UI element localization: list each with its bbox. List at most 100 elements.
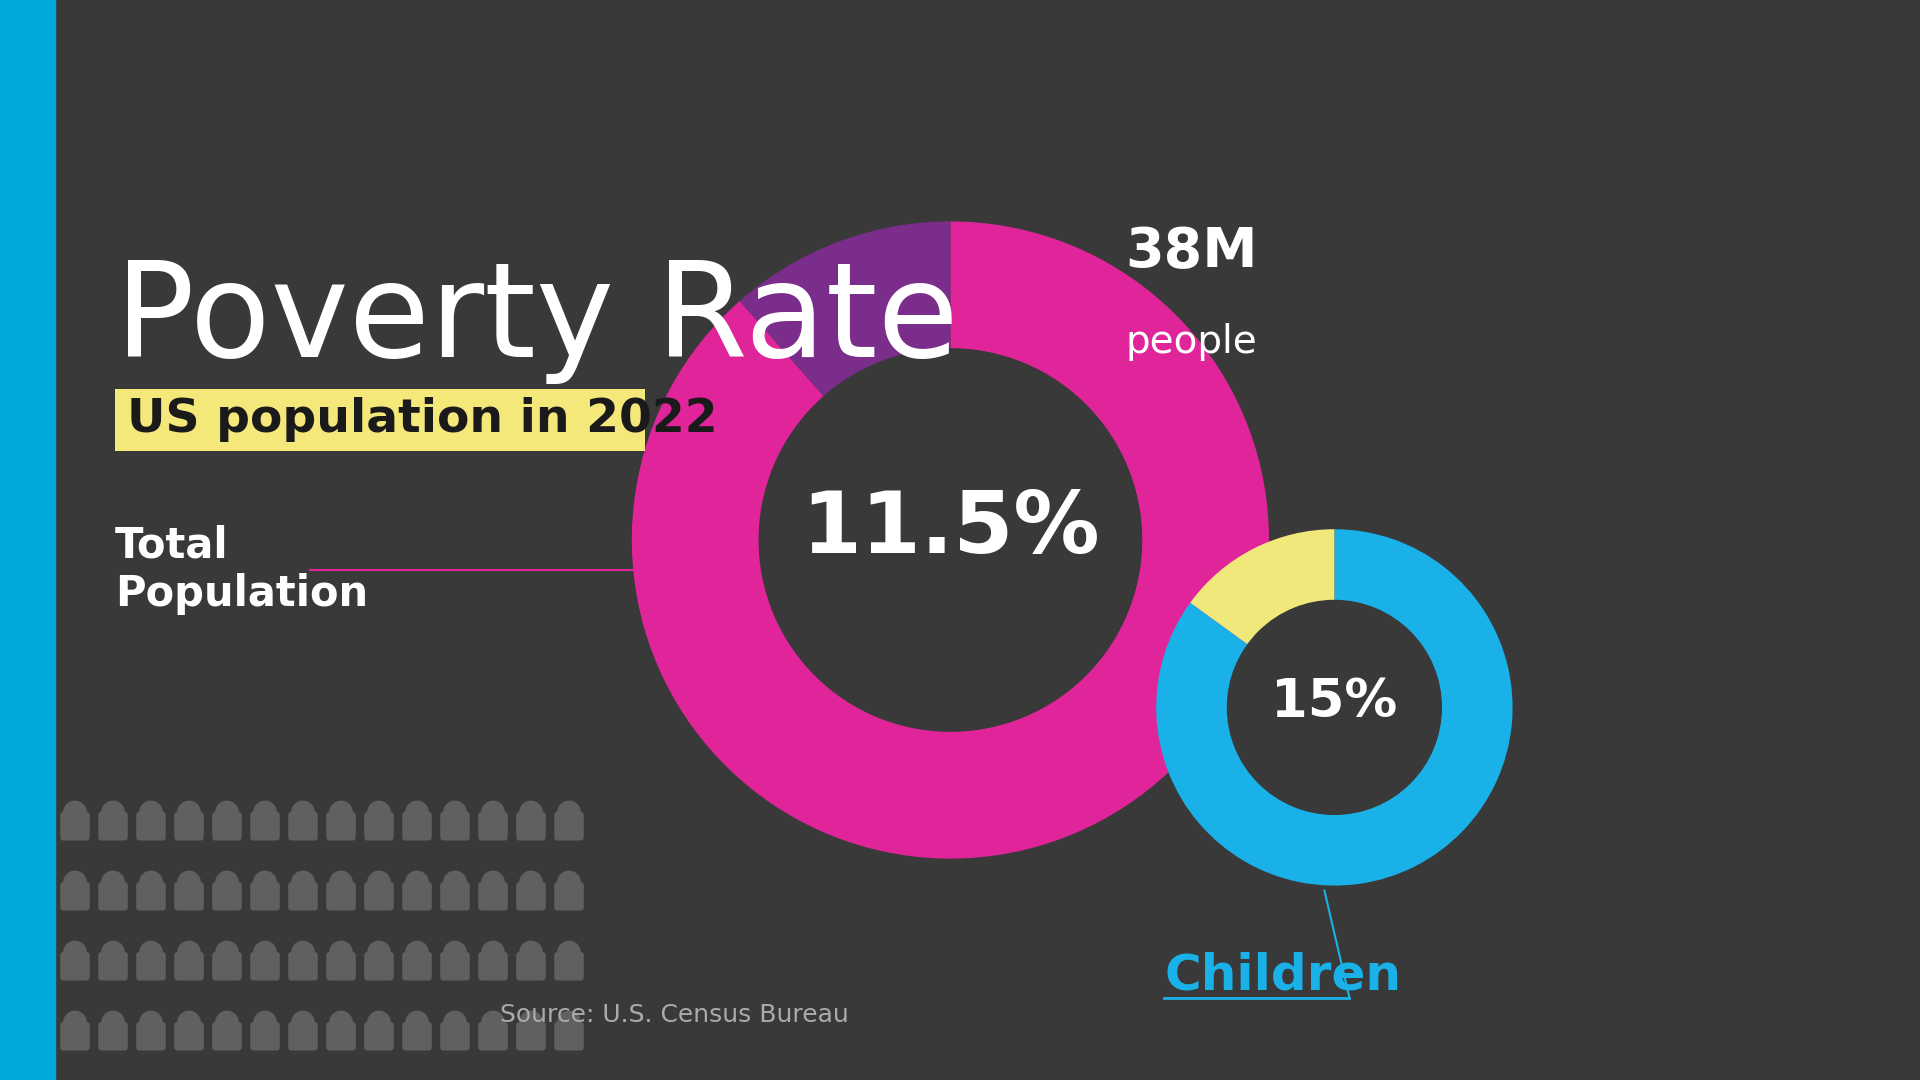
FancyBboxPatch shape	[403, 882, 432, 910]
Circle shape	[482, 872, 505, 894]
Circle shape	[179, 872, 200, 894]
Circle shape	[179, 942, 200, 963]
FancyBboxPatch shape	[60, 951, 90, 981]
Wedge shape	[1190, 529, 1334, 645]
Circle shape	[482, 942, 505, 963]
Circle shape	[140, 872, 161, 894]
Circle shape	[63, 942, 86, 963]
FancyBboxPatch shape	[175, 951, 204, 981]
Circle shape	[369, 801, 390, 824]
FancyBboxPatch shape	[250, 951, 280, 981]
Circle shape	[520, 872, 541, 894]
FancyBboxPatch shape	[60, 882, 90, 910]
FancyBboxPatch shape	[326, 951, 355, 981]
FancyBboxPatch shape	[555, 951, 584, 981]
Bar	[115, 389, 645, 451]
FancyBboxPatch shape	[213, 1022, 242, 1051]
Circle shape	[444, 1011, 467, 1034]
Circle shape	[520, 801, 541, 824]
Text: 11.5%: 11.5%	[801, 488, 1100, 571]
Circle shape	[559, 942, 580, 963]
FancyBboxPatch shape	[516, 951, 545, 981]
FancyBboxPatch shape	[555, 812, 584, 840]
FancyBboxPatch shape	[213, 951, 242, 981]
Circle shape	[140, 801, 161, 824]
Circle shape	[63, 1011, 86, 1034]
FancyBboxPatch shape	[440, 882, 470, 910]
Circle shape	[520, 942, 541, 963]
FancyBboxPatch shape	[98, 882, 129, 910]
Circle shape	[63, 872, 86, 894]
Circle shape	[369, 942, 390, 963]
Circle shape	[369, 872, 390, 894]
Circle shape	[405, 1011, 428, 1034]
Circle shape	[102, 942, 125, 963]
Circle shape	[102, 1011, 125, 1034]
Text: Source: U.S. Census Bureau: Source: U.S. Census Bureau	[499, 1003, 849, 1027]
FancyBboxPatch shape	[365, 951, 394, 981]
FancyBboxPatch shape	[440, 951, 470, 981]
Circle shape	[369, 1011, 390, 1034]
Text: US population in 2022: US population in 2022	[127, 397, 718, 443]
Circle shape	[405, 801, 428, 824]
FancyBboxPatch shape	[516, 882, 545, 910]
FancyBboxPatch shape	[288, 951, 317, 981]
Wedge shape	[739, 221, 950, 396]
FancyBboxPatch shape	[478, 951, 507, 981]
FancyBboxPatch shape	[440, 1022, 470, 1051]
FancyBboxPatch shape	[98, 812, 129, 840]
Circle shape	[444, 872, 467, 894]
Text: Children: Children	[1164, 951, 1402, 1000]
FancyBboxPatch shape	[403, 1022, 432, 1051]
FancyBboxPatch shape	[213, 882, 242, 910]
Circle shape	[520, 1011, 541, 1034]
FancyBboxPatch shape	[136, 882, 165, 910]
FancyBboxPatch shape	[60, 812, 90, 840]
FancyBboxPatch shape	[288, 812, 317, 840]
FancyBboxPatch shape	[365, 1022, 394, 1051]
FancyBboxPatch shape	[136, 951, 165, 981]
Circle shape	[140, 942, 161, 963]
Circle shape	[405, 872, 428, 894]
FancyBboxPatch shape	[440, 812, 470, 840]
FancyBboxPatch shape	[288, 882, 317, 910]
FancyBboxPatch shape	[555, 882, 584, 910]
Circle shape	[292, 801, 315, 824]
FancyBboxPatch shape	[326, 812, 355, 840]
FancyBboxPatch shape	[288, 1022, 317, 1051]
FancyBboxPatch shape	[136, 1022, 165, 1051]
Circle shape	[215, 801, 238, 824]
Circle shape	[758, 349, 1142, 731]
Circle shape	[444, 942, 467, 963]
Circle shape	[179, 1011, 200, 1034]
FancyBboxPatch shape	[326, 882, 355, 910]
Circle shape	[253, 1011, 276, 1034]
Circle shape	[405, 942, 428, 963]
FancyBboxPatch shape	[250, 1022, 280, 1051]
FancyBboxPatch shape	[326, 1022, 355, 1051]
FancyBboxPatch shape	[478, 1022, 507, 1051]
Circle shape	[102, 872, 125, 894]
Text: Total
Population: Total Population	[115, 525, 369, 616]
FancyBboxPatch shape	[516, 1022, 545, 1051]
FancyBboxPatch shape	[60, 1022, 90, 1051]
Circle shape	[559, 1011, 580, 1034]
FancyBboxPatch shape	[98, 951, 129, 981]
FancyBboxPatch shape	[555, 1022, 584, 1051]
Text: 38M: 38M	[1125, 225, 1258, 279]
Circle shape	[330, 872, 351, 894]
Bar	[0, 0, 56, 1080]
Circle shape	[215, 942, 238, 963]
Text: Poverty Rate: Poverty Rate	[115, 256, 958, 383]
FancyBboxPatch shape	[516, 812, 545, 840]
FancyBboxPatch shape	[175, 882, 204, 910]
Circle shape	[253, 801, 276, 824]
Circle shape	[292, 1011, 315, 1034]
Text: 15%: 15%	[1271, 676, 1398, 728]
Circle shape	[559, 872, 580, 894]
FancyBboxPatch shape	[365, 882, 394, 910]
Circle shape	[253, 942, 276, 963]
FancyBboxPatch shape	[175, 1022, 204, 1051]
Wedge shape	[1156, 529, 1513, 886]
Circle shape	[292, 942, 315, 963]
